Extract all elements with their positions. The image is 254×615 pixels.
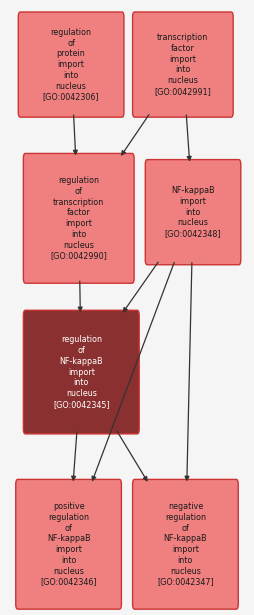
- FancyBboxPatch shape: [133, 480, 238, 609]
- FancyBboxPatch shape: [23, 154, 134, 283]
- FancyBboxPatch shape: [18, 12, 124, 117]
- Text: positive
regulation
of
NF-kappaB
import
into
nucleus
[GO:0042346]: positive regulation of NF-kappaB import …: [40, 502, 97, 586]
- Text: regulation
of
transcription
factor
import
into
nucleus
[GO:0042990]: regulation of transcription factor impor…: [50, 177, 107, 260]
- FancyBboxPatch shape: [145, 160, 241, 264]
- FancyBboxPatch shape: [16, 480, 121, 609]
- Text: regulation
of
NF-kappaB
import
into
nucleus
[GO:0042345]: regulation of NF-kappaB import into nucl…: [53, 335, 110, 409]
- Text: NF-kappaB
import
into
nucleus
[GO:0042348]: NF-kappaB import into nucleus [GO:004234…: [165, 186, 221, 238]
- FancyBboxPatch shape: [23, 310, 139, 434]
- FancyBboxPatch shape: [133, 12, 233, 117]
- Text: transcription
factor
import
into
nucleus
[GO:0042991]: transcription factor import into nucleus…: [154, 33, 211, 96]
- Text: negative
regulation
of
NF-kappaB
import
into
nucleus
[GO:0042347]: negative regulation of NF-kappaB import …: [157, 502, 214, 586]
- Text: regulation
of
protein
import
into
nucleus
[GO:0042306]: regulation of protein import into nucleu…: [43, 28, 99, 101]
